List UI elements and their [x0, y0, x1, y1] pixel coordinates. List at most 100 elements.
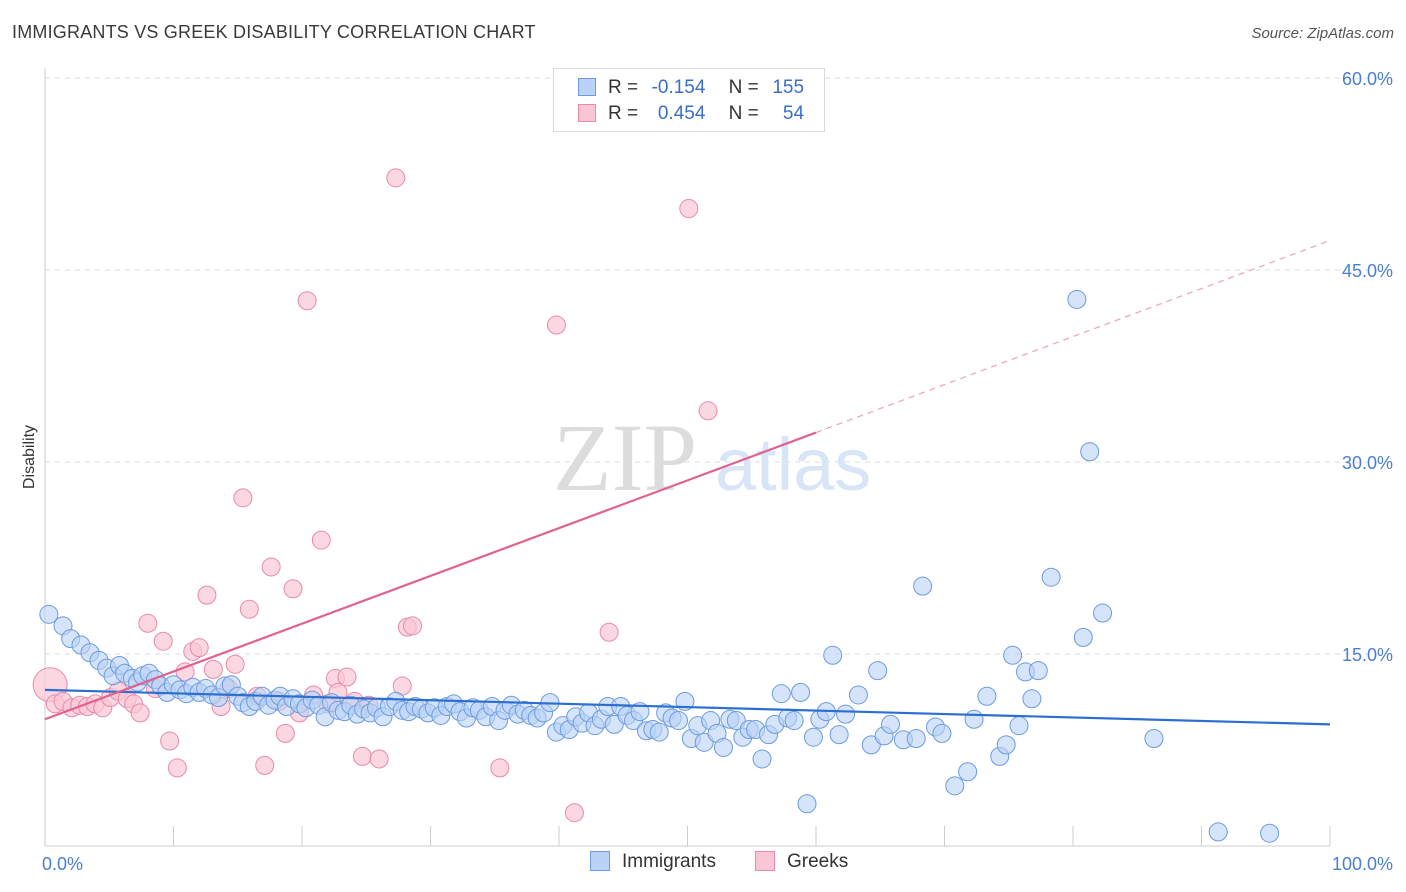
greeks-r-value: 0.454	[657, 103, 706, 124]
x-tick-label-min: 0.0%	[42, 854, 83, 874]
n-label: N =	[728, 103, 759, 124]
immigrants-point	[1003, 645, 1023, 665]
immigrants-point	[1073, 627, 1093, 647]
greeks-legend-swatch	[755, 851, 775, 871]
immigrants-legend-label: Immigrants	[622, 851, 716, 872]
greeks-point	[261, 557, 281, 577]
axes	[44, 68, 1331, 847]
greeks-point	[403, 616, 423, 636]
greeks-point	[255, 755, 275, 775]
greeks-n-value: 54	[782, 103, 805, 124]
immigrants-point	[791, 682, 811, 702]
immigrants-point	[964, 709, 984, 729]
greeks-point	[564, 803, 584, 823]
immigrants-point	[906, 728, 926, 748]
immigrants-point	[913, 576, 933, 596]
x-tick-label-max: 100.0%	[1332, 854, 1393, 874]
greeks-point	[369, 749, 389, 769]
immigrants-point	[823, 645, 843, 665]
greeks-point	[386, 168, 406, 188]
immigrants-point	[630, 702, 650, 722]
immigrants-legend-swatch	[590, 851, 610, 871]
y-axis-title: Disability	[21, 425, 38, 489]
y-tick-label-60: 60.0%	[1342, 69, 1393, 89]
source-label: Source: ZipAtlas.com	[1251, 25, 1394, 42]
immigrants-point	[945, 776, 965, 796]
trend-lines	[44, 239, 1331, 726]
greeks-legend-label: Greeks	[787, 851, 849, 872]
y-tick-labels: 15.0% 30.0% 45.0% 60.0%	[1342, 69, 1393, 665]
immigrants-point	[848, 685, 868, 705]
greeks-point	[233, 488, 253, 508]
immigrants-point	[713, 737, 733, 757]
r-label: R =	[608, 77, 639, 98]
immigrants-point	[649, 722, 669, 742]
greeks-trend-line	[44, 431, 817, 721]
immigrants-point	[932, 723, 952, 743]
immigrants-n-value: 155	[772, 77, 805, 98]
immigrants-point	[771, 684, 791, 704]
greeks-point	[679, 199, 699, 219]
immigrants-point	[669, 711, 689, 731]
chart-title: IMMIGRANTS VS GREEK DISABILITY CORRELATI…	[12, 22, 536, 42]
legend-row-immigrants: R = -0.154 N = 155	[578, 77, 804, 101]
immigrants-point	[1022, 689, 1042, 709]
immigrants-points	[39, 289, 1280, 843]
greeks-point	[490, 758, 510, 778]
n-label: N =	[728, 77, 759, 98]
greeks-point	[311, 530, 331, 550]
y-tick-label-15: 15.0%	[1342, 645, 1393, 665]
greeks-point	[239, 599, 259, 619]
greeks-point	[189, 638, 209, 658]
y-tick-label-30: 30.0%	[1342, 453, 1393, 473]
immigrants-point	[1067, 289, 1087, 309]
immigrants-point	[1080, 442, 1100, 462]
r-label: R =	[608, 103, 639, 124]
immigrants-trend-line	[44, 688, 1331, 726]
gridlines	[45, 77, 1393, 655]
immigrants-point	[797, 794, 817, 814]
immigrants-point	[829, 725, 849, 745]
immigrants-point	[752, 749, 772, 769]
immigrants-point	[39, 604, 59, 624]
greeks-point	[599, 622, 619, 642]
greeks-point	[203, 659, 223, 679]
greeks-trend-extension	[815, 239, 1331, 434]
legend-row-greeks: R = 0.454 N = 54	[578, 103, 804, 127]
immigrants-point	[1041, 567, 1061, 587]
greeks-point	[337, 667, 357, 687]
watermark-atlas: atlas	[715, 423, 871, 506]
greeks-point	[225, 654, 245, 674]
immigrants-swatch	[578, 78, 596, 96]
immigrants-point	[1028, 661, 1048, 681]
greeks-point	[153, 631, 173, 651]
greeks-point	[352, 746, 372, 766]
greeks-point	[130, 703, 150, 723]
immigrants-point	[1260, 823, 1280, 843]
greeks-point	[160, 731, 180, 751]
immigrants-point	[996, 735, 1016, 755]
greeks-point	[297, 291, 317, 311]
greeks-point	[698, 401, 718, 421]
immigrants-point	[784, 711, 804, 731]
immigrants-point	[881, 714, 901, 734]
greeks-point	[275, 723, 295, 743]
bottom-legend-immigrants: Immigrants	[590, 851, 716, 873]
immigrants-point	[803, 727, 823, 747]
immigrants-point	[1009, 716, 1029, 736]
bottom-legend-greeks: Greeks	[755, 851, 848, 873]
greeks-point	[283, 579, 303, 599]
immigrants-point	[868, 661, 888, 681]
correlation-legend: R = -0.154 N = 155 R = 0.454 N = 54	[553, 68, 825, 132]
greeks-point	[175, 662, 195, 682]
y-tick-label-45: 45.0%	[1342, 261, 1393, 281]
immigrants-point	[1093, 603, 1113, 623]
greeks-point	[197, 585, 217, 605]
immigrants-r-value: -0.154	[651, 77, 706, 98]
greeks-point	[138, 613, 158, 633]
greeks-swatch	[578, 104, 596, 122]
watermark-zip: ZIP	[553, 404, 697, 511]
greeks-point	[546, 315, 566, 335]
immigrants-point	[1208, 822, 1228, 842]
